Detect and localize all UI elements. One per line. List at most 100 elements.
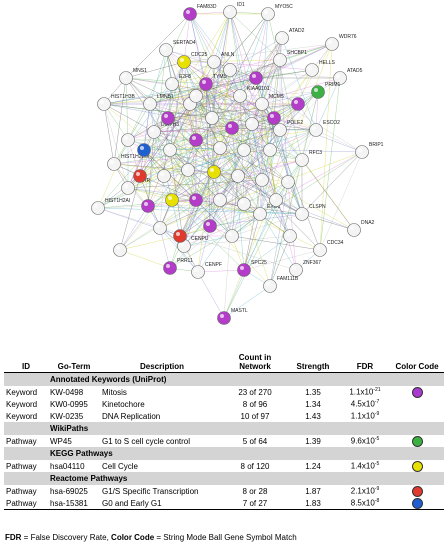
node-ball (237, 197, 251, 211)
interaction-edge (125, 77, 241, 97)
interaction-edge (149, 43, 333, 105)
interaction-edge (103, 103, 129, 189)
node-highlight (206, 222, 210, 226)
node-highlight (140, 146, 144, 150)
interaction-edge (127, 139, 171, 151)
gene-node: CENPF (191, 262, 222, 279)
interaction-edge (179, 179, 263, 237)
table-row: Pathway hsa-69025 G1/S Specific Transcript… (4, 485, 444, 497)
protein-node (173, 229, 187, 243)
node-highlight (286, 232, 290, 236)
interaction-edge (229, 69, 341, 79)
node-highlight (256, 210, 260, 214)
interaction-edge (183, 235, 291, 247)
interaction-edge (139, 127, 233, 177)
node-ball (207, 55, 221, 69)
node-ball (191, 265, 205, 279)
gene-label: ATAD5 (347, 68, 363, 74)
interaction-edge (103, 103, 221, 201)
node-ball (119, 71, 133, 85)
gene-label: HIST1H3B (111, 94, 136, 100)
fdr-exponent: -9 (374, 486, 380, 493)
gene-node: PRR11 (163, 258, 193, 275)
node-highlight (298, 210, 302, 214)
gene-label: DIAPH3 (161, 122, 179, 128)
cell-id: Pathway (6, 436, 37, 446)
node-ball (355, 145, 369, 159)
interaction-edge (179, 175, 239, 237)
interaction-edge (261, 13, 269, 105)
interaction-edge (149, 95, 197, 105)
interaction-edge (165, 49, 197, 141)
node-ball (347, 223, 361, 237)
interaction-edge (229, 69, 363, 153)
node-highlight (176, 232, 180, 236)
node-ball (295, 207, 309, 221)
cell-count: 8 or 28 (242, 486, 268, 496)
gene-node: TYMS (199, 74, 228, 91)
protein-node (163, 143, 177, 157)
interaction-edge (213, 69, 231, 173)
interaction-edge (189, 13, 241, 97)
interaction-edge (213, 171, 289, 183)
interaction-edge (195, 77, 257, 141)
cell-go-term: hsa04110 (50, 461, 85, 471)
header-id: ID (4, 352, 48, 373)
interaction-edge (159, 139, 197, 229)
node-ball (255, 173, 269, 187)
cell-description: G0 and Early G1 (100, 497, 224, 510)
node-highlight (216, 144, 220, 148)
interaction-edge (119, 169, 189, 251)
interaction-edge (213, 11, 231, 63)
gene-label: CLSPN (309, 204, 326, 210)
interaction-edge (279, 129, 289, 183)
gene-label: PRIM1 (325, 82, 341, 88)
interaction-edge (187, 169, 233, 237)
protein-node (113, 243, 127, 257)
cell-count: 7 of 27 (224, 497, 286, 510)
interaction-edge (127, 43, 333, 141)
node-ball (189, 193, 203, 207)
footnote: FDR = False Discovery Rate, Color Code =… (5, 533, 297, 542)
interaction-edge (119, 235, 181, 251)
interaction-edge (261, 91, 319, 105)
node-highlight (202, 80, 206, 84)
protein-node (189, 193, 203, 207)
gene-label: EXO1 (267, 204, 281, 210)
node-highlight (240, 200, 244, 204)
interaction-edge (231, 175, 239, 237)
cell-color-code (390, 386, 444, 398)
gene-label: E2F8 (179, 74, 191, 80)
cell-strength: 1.24 (305, 461, 321, 471)
interaction-edge (183, 213, 261, 247)
gene-label: MASTL (231, 308, 248, 314)
interaction-edge (255, 43, 333, 79)
interaction-edge (143, 149, 233, 237)
gene-node: PRIM1 (311, 82, 341, 99)
node-highlight (308, 66, 312, 70)
node-highlight (264, 10, 268, 14)
node-highlight (314, 88, 318, 92)
node-ball (217, 311, 231, 325)
node-highlight (240, 146, 244, 150)
node-highlight (226, 66, 230, 70)
node-ball (237, 143, 251, 157)
gene-label: CDC25 (191, 52, 208, 58)
interaction-edge (229, 69, 233, 129)
node-highlight (298, 156, 302, 160)
interaction-edge (103, 83, 207, 105)
cell-count: 5 of 64 (242, 436, 268, 446)
interaction-edge (149, 49, 167, 105)
interaction-edge (279, 43, 333, 131)
color-code-dot (411, 460, 423, 472)
gene-node: CDC25 (177, 52, 208, 69)
node-highlight (100, 100, 104, 104)
interaction-edge (301, 151, 363, 215)
interaction-edge (127, 69, 313, 189)
interaction-edge (165, 49, 231, 71)
interaction-edge (231, 127, 277, 201)
interaction-edge (229, 37, 283, 71)
cell-description: Cell Cycle (102, 461, 139, 471)
header-go-term: Go-Term (48, 352, 100, 373)
node-ball (213, 141, 227, 155)
